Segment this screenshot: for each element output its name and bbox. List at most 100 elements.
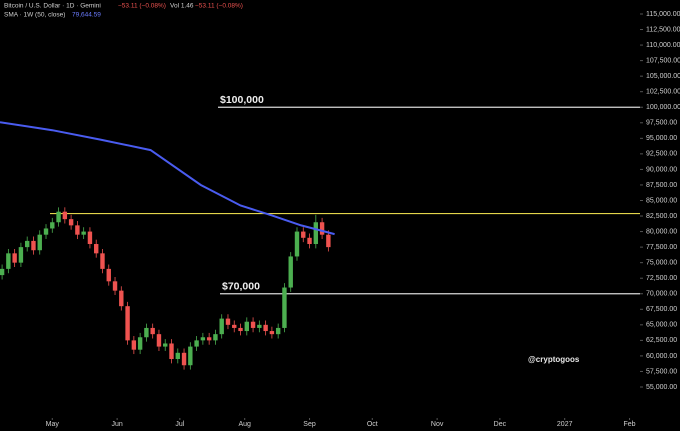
candle-body	[194, 340, 199, 347]
candle-body	[188, 346, 193, 366]
y-tick-label: 92,500.00	[646, 151, 677, 158]
x-tick-label: Oct	[367, 421, 378, 428]
candle-body	[56, 211, 61, 223]
candle-body	[62, 211, 68, 220]
level-label: $100,000	[220, 94, 264, 106]
candle-body	[181, 352, 187, 366]
candle-body	[119, 290, 124, 307]
candle-body	[137, 337, 143, 350]
candle-body	[24, 240, 30, 248]
candle-body	[282, 287, 287, 328]
candle-body	[6, 253, 11, 269]
candle-body	[275, 327, 281, 335]
candle-body	[263, 324, 268, 332]
y-tick-label: 110,000.00	[646, 42, 680, 49]
y-tick-label: 85,000.00	[646, 197, 677, 204]
symbol: Bitcoin / U.S. Dollar · 1D · Gemini	[4, 3, 101, 10]
y-tick-label: 72,500.00	[646, 275, 677, 282]
candle-body	[94, 244, 99, 254]
candle-body	[87, 231, 93, 245]
candle-body	[219, 318, 224, 335]
y-tick-label: 87,500.00	[646, 182, 677, 189]
volume: Vol 1.46	[170, 3, 194, 10]
candle-body	[232, 324, 237, 328]
candle-body	[50, 222, 55, 229]
y-tick-label: 105,000.00	[646, 73, 680, 80]
candle-body	[163, 343, 168, 347]
candle-body	[225, 318, 231, 325]
candle-body	[18, 247, 24, 263]
candle-body	[150, 327, 155, 335]
candle-body	[326, 234, 331, 248]
indicator: SMA · 1W (50, close)	[4, 12, 65, 19]
candle-body	[68, 219, 74, 226]
y-tick-label: 115,000.00	[646, 11, 680, 18]
x-tick-label: Jun	[111, 421, 122, 428]
x-tick-label: Aug	[238, 421, 251, 428]
y-tick-label: 82,500.00	[646, 213, 677, 220]
candle-body	[250, 321, 256, 328]
x-tick-label: Nov	[431, 421, 444, 428]
candle-body	[125, 306, 130, 341]
y-tick-label: 65,000.00	[646, 322, 677, 329]
volume-change: −53.11 (−0.08%)	[195, 3, 243, 10]
candle-body	[213, 334, 218, 341]
y-tick-label: 55,000.00	[646, 384, 677, 391]
candle-body	[12, 253, 17, 263]
candle-body	[288, 256, 293, 288]
candle-body	[313, 222, 319, 245]
x-tick-label: Feb	[624, 421, 636, 428]
y-tick-label: 62,500.00	[646, 337, 677, 344]
candle-body	[112, 281, 118, 291]
level-label: $70,000	[222, 281, 260, 293]
x-tick-label: 2027	[557, 421, 573, 428]
candle-body	[37, 234, 42, 251]
candle-body	[43, 228, 49, 235]
y-tick-label: 107,500.00	[646, 57, 680, 64]
y-tick-label: 67,500.00	[646, 306, 677, 313]
candle-body	[81, 231, 86, 235]
candle-body	[206, 337, 212, 341]
y-tick-label: 60,000.00	[646, 353, 677, 360]
candle-body	[175, 352, 180, 360]
candle-body	[100, 253, 105, 269]
candle-body	[294, 231, 300, 257]
candle-body	[238, 327, 243, 332]
candle-body	[106, 268, 111, 282]
y-tick-label: 70,000.00	[646, 291, 677, 298]
candle-body	[301, 231, 306, 238]
y-tick-label: 77,500.00	[646, 244, 677, 251]
candle-body	[244, 321, 249, 332]
candle-body	[319, 222, 325, 235]
candle-body	[269, 331, 275, 335]
y-tick-label: 57,500.00	[646, 368, 677, 375]
candle-body	[75, 225, 80, 235]
y-tick-label: 97,500.00	[646, 120, 677, 127]
candle-body	[131, 340, 137, 350]
x-tick-label: Jul	[175, 421, 184, 428]
candle-body	[31, 240, 36, 251]
x-tick-label: Sep	[303, 421, 316, 428]
y-tick-label: 90,000.00	[646, 166, 677, 173]
x-tick-label: May	[46, 421, 60, 428]
sma-line	[0, 121, 335, 236]
candle-body	[169, 343, 174, 360]
indicator-value: 79,644.59	[72, 12, 101, 19]
y-tick-label: 102,500.00	[646, 89, 680, 96]
candle-body	[257, 324, 262, 328]
y-tick-label: 75,000.00	[646, 260, 677, 267]
candle-body	[307, 237, 312, 245]
y-tick-label: 95,000.00	[646, 135, 677, 142]
y-tick-label: 100,000.00	[646, 104, 680, 111]
candle-body	[156, 334, 162, 347]
y-tick-label: 80,000.00	[646, 228, 677, 235]
candle-body	[200, 337, 206, 341]
y-tick-label: 112,500.00	[646, 26, 680, 33]
candle-body	[0, 268, 5, 276]
candle-body	[144, 327, 149, 338]
watermark: @cryptogoos	[528, 355, 580, 364]
x-tick-label: Dec	[494, 421, 507, 428]
change: −53.11 (−0.08%)	[118, 3, 166, 10]
